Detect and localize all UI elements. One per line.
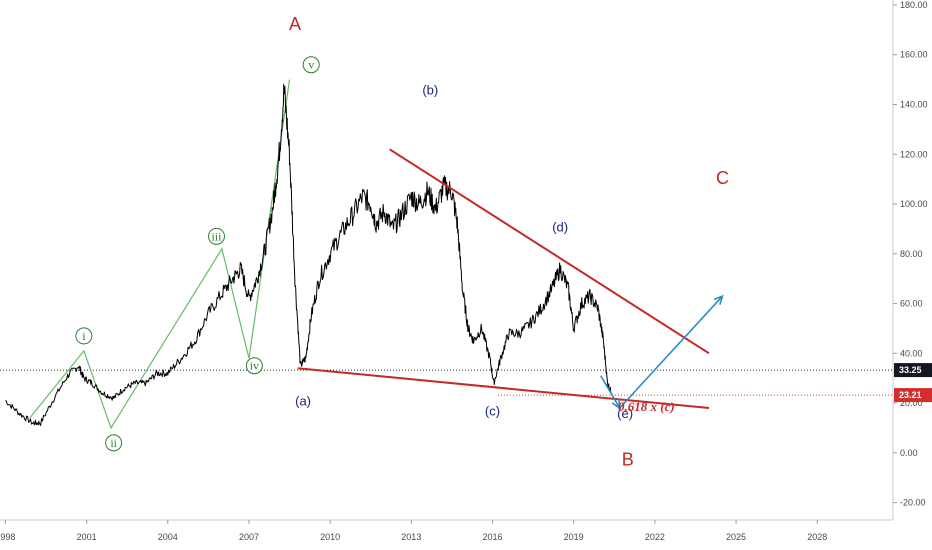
roman-label-circle <box>245 357 263 375</box>
horizontal-levels <box>0 369 893 396</box>
roman-label-circle <box>75 327 93 345</box>
lower-trendline[interactable] <box>297 367 710 410</box>
wave-label-B: B <box>622 449 634 469</box>
wave-label-b: (b) <box>422 83 438 98</box>
projection-arrows[interactable] <box>600 294 724 410</box>
time-axis[interactable]: 1998 2001 2004 2007 2010 2013 2016 2019 2022 2025… <box>0 519 893 542</box>
roman-label-iv: iv <box>250 359 259 373</box>
time-tick-label: 2019 <box>564 532 584 542</box>
time-tick-label: 2028 <box>807 532 827 542</box>
wave-label-d: (d) <box>552 219 568 234</box>
time-tick-label: 2013 <box>401 532 421 542</box>
projection-down-arrow[interactable] <box>600 375 621 409</box>
roman-label-circle <box>105 434 123 452</box>
time-tick-label: 2022 <box>645 532 665 542</box>
wave-label-a: (a) <box>295 394 311 409</box>
time-tick-label: 2001 <box>77 532 97 542</box>
impulse-wave-overlay <box>29 79 291 430</box>
roman-label-iii: iii <box>211 229 222 243</box>
roman-label-ii: ii <box>110 436 117 450</box>
price-badge <box>894 363 932 378</box>
time-tick-label: 2016 <box>482 532 502 542</box>
price-series <box>5 83 613 426</box>
price-tick-label: 80.00 <box>900 249 923 259</box>
wave-label-e: (e) <box>617 406 633 421</box>
price-tick-label: -20.00 <box>900 498 926 508</box>
time-tick-label: 2007 <box>239 532 259 542</box>
price-tick-label: 0.00 <box>900 448 918 458</box>
roman-label-circle <box>302 56 320 74</box>
upper-trendline[interactable] <box>389 148 710 355</box>
price-axis[interactable]: 180.00 160.00 140.00 120.00 100.00 80.00 60.00… <box>892 0 928 520</box>
roman-label-circle <box>207 227 225 245</box>
time-tick-label: 2004 <box>158 532 178 542</box>
price-badge-label: 33.25 <box>899 365 922 375</box>
price-tick-label: 180.00 <box>900 0 928 10</box>
impulse-zigzag-line <box>29 79 291 430</box>
projection-up-arrow[interactable] <box>619 295 724 409</box>
price-badge <box>894 388 932 403</box>
price-tick-label: 60.00 <box>900 299 923 309</box>
projection-up-arrow-head <box>713 294 724 305</box>
wave-label-A: A <box>289 14 301 34</box>
fib-ratio-label: 0.618 x (c) <box>618 399 675 414</box>
wave-label-c: (c) <box>485 404 500 419</box>
wave-label-C: C <box>716 168 729 188</box>
triangle-trendlines[interactable] <box>297 148 710 410</box>
roman-label-v: v <box>308 58 314 72</box>
price-line <box>5 83 613 426</box>
price-tick-label: 20.00 <box>900 398 923 408</box>
price-badge-label: 23.21 <box>899 390 922 400</box>
price-tick-label: 140.00 <box>900 99 928 109</box>
time-tick-label: 2010 <box>320 532 340 542</box>
price-tick-label: 160.00 <box>900 50 928 60</box>
price-tick-label: 120.00 <box>900 149 928 159</box>
price-tick-label: 100.00 <box>900 199 928 209</box>
time-tick-label: 1998 <box>0 532 15 542</box>
price-badges: 33.25 23.21 <box>894 363 932 403</box>
price-tick-label: 40.00 <box>900 348 923 358</box>
roman-label-i: i <box>82 329 86 343</box>
time-tick-label: 2025 <box>726 532 746 542</box>
